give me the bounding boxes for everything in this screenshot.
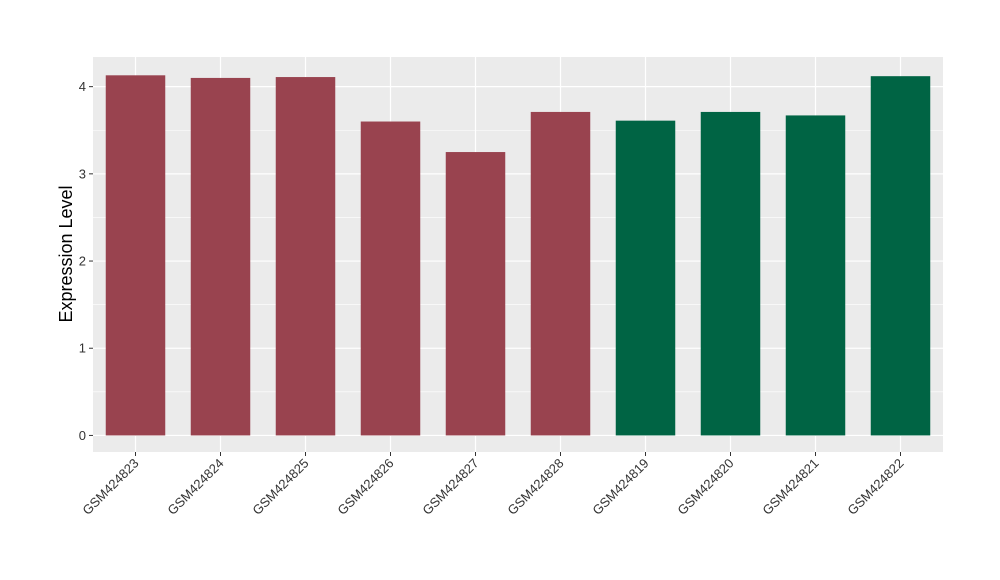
x-tick-label: GSM424826 bbox=[334, 456, 396, 518]
x-tick-label: GSM424827 bbox=[419, 456, 481, 518]
x-tick-label: GSM424824 bbox=[164, 456, 226, 518]
y-tick-label: 0 bbox=[79, 428, 86, 443]
bar-GSM424820 bbox=[700, 111, 761, 436]
x-tick-label: GSM424822 bbox=[844, 456, 906, 518]
y-tick-label: 1 bbox=[79, 341, 86, 356]
bar-GSM424827 bbox=[445, 152, 506, 436]
y-axis: 0 1 2 3 4 bbox=[79, 79, 93, 443]
y-axis-title: Expression Level bbox=[56, 185, 76, 322]
x-tick-label: GSM424821 bbox=[759, 456, 821, 518]
bar-GSM424822 bbox=[870, 76, 931, 436]
x-tick-label: GSM424819 bbox=[589, 456, 651, 518]
y-tick-label: 2 bbox=[79, 254, 86, 269]
bar-GSM424821 bbox=[785, 115, 846, 436]
bar-GSM424824 bbox=[190, 77, 251, 436]
bars bbox=[105, 75, 931, 436]
y-tick-label: 4 bbox=[79, 79, 86, 94]
y-tick-label: 3 bbox=[79, 166, 86, 181]
x-tick-label: GSM424825 bbox=[249, 456, 311, 518]
bar-GSM424828 bbox=[530, 111, 591, 436]
x-tick-label: GSM424823 bbox=[79, 456, 141, 518]
bar-GSM424826 bbox=[360, 121, 421, 436]
bar-GSM424825 bbox=[275, 77, 336, 436]
x-tick-label: GSM424820 bbox=[674, 456, 736, 518]
x-axis: GSM424823 GSM424824 GSM424825 GSM424826 GSM4… bbox=[79, 452, 907, 518]
x-tick-label: GSM424828 bbox=[504, 456, 566, 518]
bar-GSM424819 bbox=[615, 120, 676, 436]
bar-GSM424823 bbox=[105, 75, 166, 436]
